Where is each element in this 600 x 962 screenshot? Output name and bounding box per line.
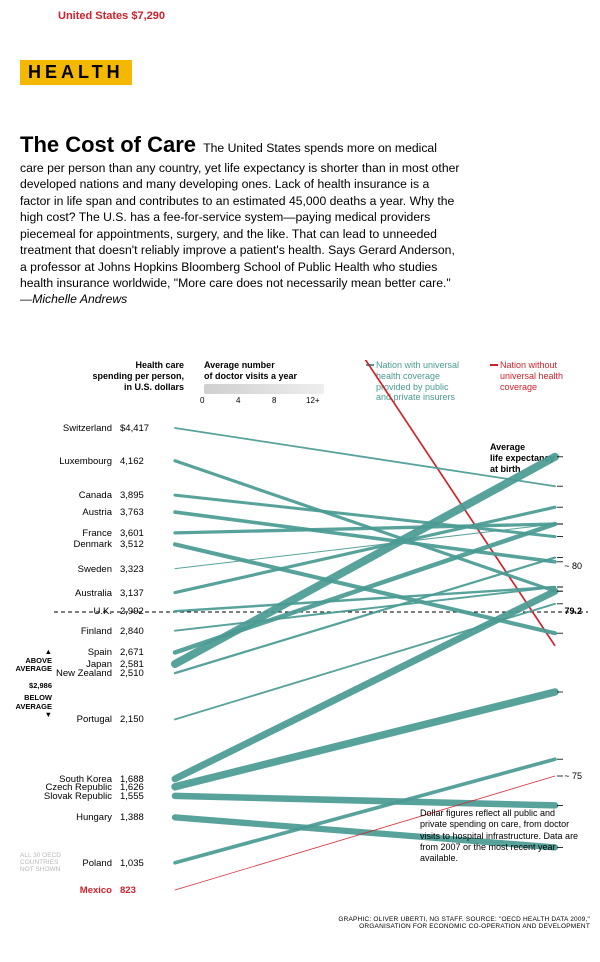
country-name: Slovak Republic — [28, 791, 120, 802]
country-name: Finland — [28, 626, 120, 637]
body-text: The United States spends more on medical… — [20, 141, 459, 290]
line-united-states — [135, 360, 555, 646]
country-value: 3,601 — [120, 528, 168, 539]
country-name: France — [28, 528, 120, 539]
country-value: 4,162 — [120, 456, 168, 467]
country-value: 3,763 — [120, 507, 168, 518]
country-value: 3,137 — [120, 588, 168, 599]
country-row-portugal: Portugal2,150 — [28, 714, 208, 725]
country-row-hungary: Hungary1,388 — [28, 812, 208, 823]
country-name: Spain — [28, 647, 120, 658]
line-switzerland — [175, 428, 555, 486]
byline: —Michelle Andrews — [20, 292, 127, 306]
country-row-denmark: Denmark3,512 — [28, 539, 208, 550]
country-value: $4,417 — [120, 423, 168, 434]
footnote: Dollar figures reflect all public and pr… — [420, 808, 580, 864]
country-value: 1,388 — [120, 812, 168, 823]
country-row-finland: Finland2,840 — [28, 626, 208, 637]
country-value: 823 — [120, 885, 168, 896]
country-name: Hungary — [28, 812, 120, 823]
country-value: 2,992 — [120, 606, 168, 617]
country-row-slovak-republic: Slovak Republic1,555 — [28, 791, 208, 802]
country-name: Luxembourg — [28, 456, 120, 467]
country-value: 2,840 — [120, 626, 168, 637]
country-value: 1,555 — [120, 791, 168, 802]
country-row-luxembourg: Luxembourg4,162 — [28, 456, 208, 467]
country-row-sweden: Sweden3,323 — [28, 564, 208, 575]
country-row-mexico: Mexico823 — [28, 885, 208, 896]
country-name: Switzerland — [28, 423, 120, 434]
shaded-note: ALL 30 OECD COUNTRIES NOT SHOWN — [20, 852, 61, 873]
country-name: Denmark — [28, 539, 120, 550]
article-text: The Cost of Care The United States spend… — [20, 130, 460, 308]
country-row-switzerland: Switzerland$4,417 — [28, 423, 208, 434]
country-value: 3,323 — [120, 564, 168, 575]
country-name: Portugal — [28, 714, 120, 725]
country-value: 2,150 — [120, 714, 168, 725]
line-new-zealand — [175, 558, 555, 674]
life-tick: ~ 75 — [564, 771, 582, 781]
country-name: Canada — [28, 490, 120, 501]
us-label: United States $7,290 — [58, 10, 165, 22]
line-finland — [175, 587, 555, 631]
line-czech-republic — [175, 692, 555, 787]
chart-area: Health care spending per person, in U.S.… — [0, 360, 600, 930]
country-value: 2,671 — [120, 647, 168, 658]
country-value: 2,510 — [120, 668, 168, 679]
country-row-canada: Canada3,895 — [28, 490, 208, 501]
headline: The Cost of Care — [20, 132, 196, 157]
country-row-france: France3,601 — [28, 528, 208, 539]
source-credit: GRAPHIC: OLIVER UBERTI, NG STAFF. SOURCE… — [290, 916, 590, 930]
country-name: Australia — [28, 588, 120, 599]
country-value: 1,035 — [120, 858, 168, 869]
country-row-austria: Austria3,763 — [28, 507, 208, 518]
country-name: New Zealand — [28, 668, 120, 679]
life-tick: ~ 80 — [564, 561, 582, 571]
country-row-australia: Australia3,137 — [28, 588, 208, 599]
line-south-korea — [175, 591, 555, 779]
line-slovak-republic — [175, 796, 555, 805]
country-name: Mexico — [28, 885, 120, 896]
country-row-new-zealand: New Zealand2,510 — [28, 668, 208, 679]
country-name: U.K. — [28, 606, 120, 617]
country-row-spain: Spain2,671 — [28, 647, 208, 658]
country-name: Austria — [28, 507, 120, 518]
section-badge: HEALTH — [20, 60, 132, 85]
country-value: 3,895 — [120, 490, 168, 501]
country-value: 3,512 — [120, 539, 168, 550]
country-name: Sweden — [28, 564, 120, 575]
country-row-u-k-: U.K.2,992 — [28, 606, 208, 617]
life-average-value: 79.2 — [564, 606, 582, 616]
